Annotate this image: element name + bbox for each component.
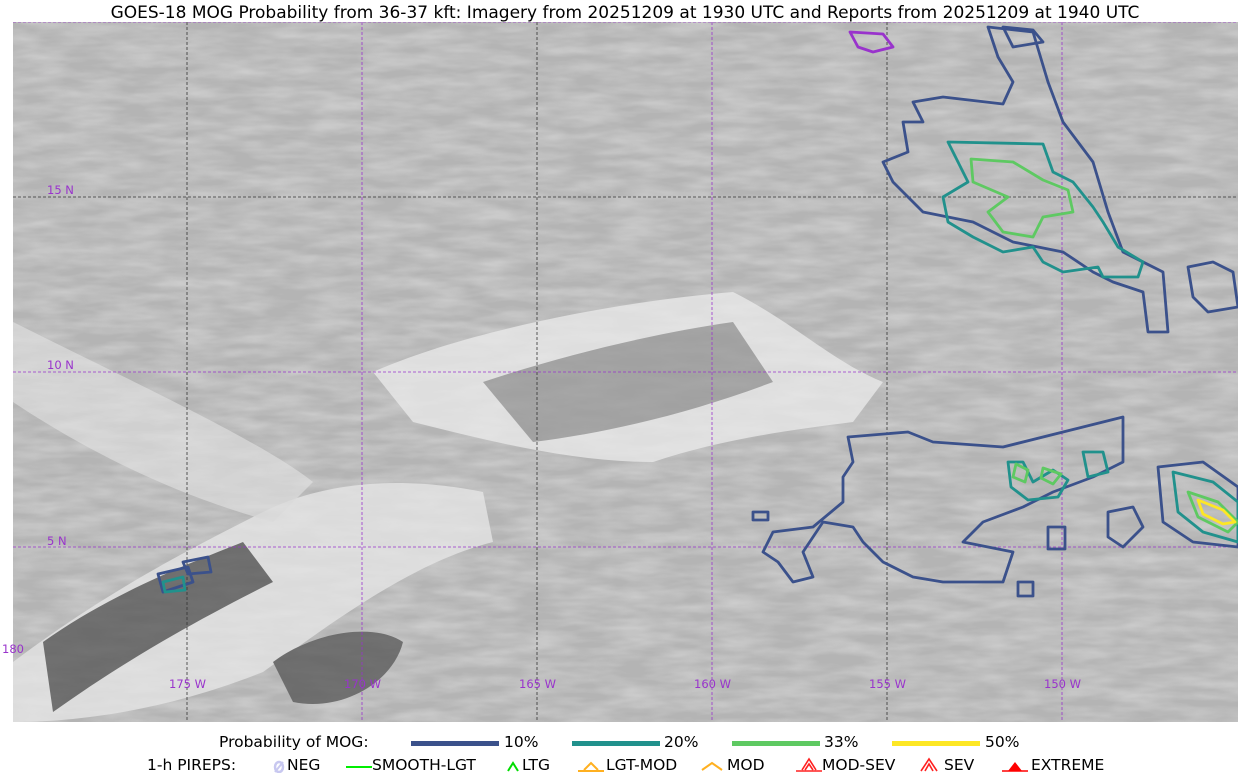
contour-10pct <box>1046 525 1067 551</box>
sev-double-caret-icon <box>920 757 938 772</box>
map-title: GOES-18 MOG Probability from 36-37 kft: … <box>110 3 1140 23</box>
pirep-label-neg: NEG <box>287 756 321 774</box>
contour-20pct <box>1081 450 1110 479</box>
pirep-label-extreme: EXTREME <box>1031 756 1105 774</box>
contour-10pct <box>1156 460 1238 549</box>
legend-swatch-33 <box>732 741 820 746</box>
probability-legend-title: Probability of MOG: <box>219 733 369 751</box>
legend-swatch-10 <box>411 741 499 746</box>
lat-lon-grid <box>13 22 1238 722</box>
neg-slash-icon <box>273 760 285 773</box>
contour-10pct <box>848 30 895 54</box>
lon-label-165w: 165 W <box>519 677 556 691</box>
pirep-label-sev: SEV <box>944 756 975 774</box>
contour-20pct <box>1171 470 1238 544</box>
pirep-legend-title: 1-h PIREPS: <box>147 756 237 774</box>
contour-10pct <box>761 415 1125 584</box>
lat-label-10n: 10 N <box>47 358 74 372</box>
extreme-filled-triangle-icon <box>1002 762 1028 772</box>
lat-label-5n: 5 N <box>47 534 67 548</box>
contour-33pct <box>1039 466 1063 486</box>
mog-contours <box>156 25 1238 598</box>
pirep-label-mod: MOD <box>727 756 765 774</box>
contour-33pct <box>969 157 1075 239</box>
lat-label-15n: 15 N <box>47 183 74 197</box>
lon-label-150w: 150 W <box>1044 677 1081 691</box>
contour-10pct <box>881 25 1170 334</box>
contour-33pct <box>1011 462 1030 484</box>
pirep-label-lgt-mod: LGT-MOD <box>606 756 678 774</box>
contour-10pct <box>156 565 195 594</box>
lgt-mod-caret-bar-icon <box>578 761 604 772</box>
pirep-label-smooth-lgt: SMOOTH-LGT <box>372 756 476 774</box>
legend-swatch-50 <box>892 741 980 746</box>
contour-10pct <box>751 510 770 522</box>
lon-label-180: 180 <box>2 642 24 656</box>
contour-10pct <box>1016 580 1035 598</box>
legend-label-20: 20% <box>664 733 699 751</box>
contour-10pct <box>1001 25 1045 49</box>
contour-10pct <box>1106 505 1145 549</box>
pirep-label-mod-sev: MOD-SEV <box>822 756 896 774</box>
contour-50pct <box>1196 498 1237 526</box>
legend-label-50: 50% <box>985 733 1020 751</box>
contour-33pct <box>1186 490 1238 534</box>
smooth-lgt-line-icon <box>346 766 372 768</box>
lon-label-160w: 160 W <box>694 677 731 691</box>
lon-label-175w: 175 W <box>169 677 206 691</box>
contour-20pct <box>161 575 187 594</box>
lon-label-170w: 170 W <box>344 677 381 691</box>
lon-label-155w: 155 W <box>869 677 906 691</box>
contour-10pct <box>181 555 213 576</box>
mod-caret-icon <box>701 761 723 771</box>
legend-label-33: 33% <box>824 733 859 751</box>
legend-swatch-20 <box>572 741 660 746</box>
pirep-label-ltg: LTG <box>522 756 550 774</box>
satellite-map <box>13 22 1238 722</box>
mod-sev-double-caret-bar-icon <box>796 757 822 772</box>
ltg-caret-icon <box>507 761 519 772</box>
legend-label-10: 10% <box>504 733 539 751</box>
contour-10pct <box>1186 260 1238 314</box>
contour-20pct <box>941 140 1145 279</box>
